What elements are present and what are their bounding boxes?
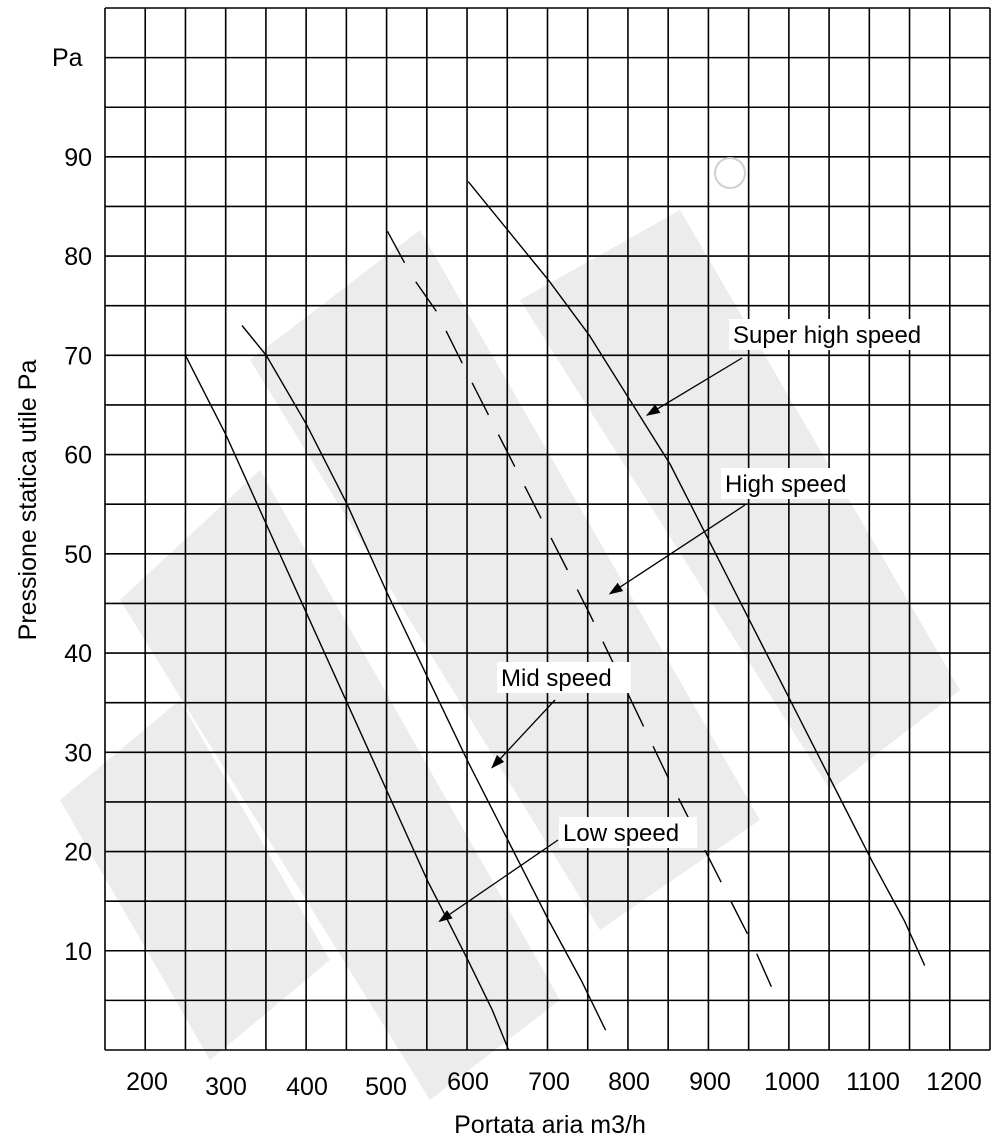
annotation-label: Mid speed (501, 665, 612, 692)
y-tick-label: 10 (64, 938, 92, 966)
x-tick-label: 200 (126, 1068, 168, 1096)
x-tick-label: 300 (205, 1073, 247, 1101)
y-tick-label: 50 (64, 541, 92, 569)
y-tick-label: 80 (64, 243, 92, 271)
series-line-mid-speed (241, 325, 607, 1031)
x-tick-label: 400 (286, 1073, 328, 1101)
annotation-background (721, 468, 867, 499)
annotation-label: Low speed (563, 820, 679, 847)
annotation-arrow (645, 357, 743, 416)
x-tick-label: 900 (689, 1068, 731, 1096)
y-unit-label: Pa (52, 44, 83, 72)
annotation-label: High speed (725, 471, 846, 498)
x-tick-label: 800 (608, 1068, 650, 1096)
x-tick-label: 1100 (846, 1068, 900, 1096)
x-tick-label: 1200 (926, 1068, 982, 1096)
annotation-background (497, 662, 631, 693)
annotation-label: Super high speed (733, 322, 921, 349)
annotation-arrow (491, 699, 556, 769)
annotation-arrow (608, 504, 746, 595)
tick-labels: 200 300 400 500 600 700 800 900 1000 1100 1200 10 20… (64, 144, 982, 1101)
annotation-background (729, 319, 941, 350)
annotation-arrow (438, 839, 559, 923)
x-tick-label: 700 (528, 1068, 570, 1096)
y-tick-label: 60 (64, 442, 92, 470)
y-tick-label: 40 (64, 640, 92, 668)
grid (104, 7, 991, 1051)
series-line-super-high-speed (467, 181, 926, 966)
annotations: Super high speed High speed Mid speed Low s… (438, 157, 941, 923)
annotation-background (559, 817, 697, 848)
series-line-low-speed (184, 354, 510, 1051)
y-tick-label: 20 (64, 839, 92, 867)
x-axis-title: Portata aria m3/h (454, 1111, 646, 1139)
y-axis-title: Pressione statica utile Pa (14, 360, 42, 641)
y-tick-label: 30 (64, 739, 92, 767)
x-tick-label: 1000 (764, 1068, 820, 1096)
y-tick-label: 90 (64, 144, 92, 172)
x-tick-label: 500 (365, 1073, 407, 1101)
registered-mark-icon (714, 157, 746, 189)
y-tick-label: 70 (64, 342, 92, 370)
x-tick-label: 600 (447, 1068, 489, 1096)
curves (184, 181, 926, 1051)
series-line-high-speed (386, 230, 776, 996)
